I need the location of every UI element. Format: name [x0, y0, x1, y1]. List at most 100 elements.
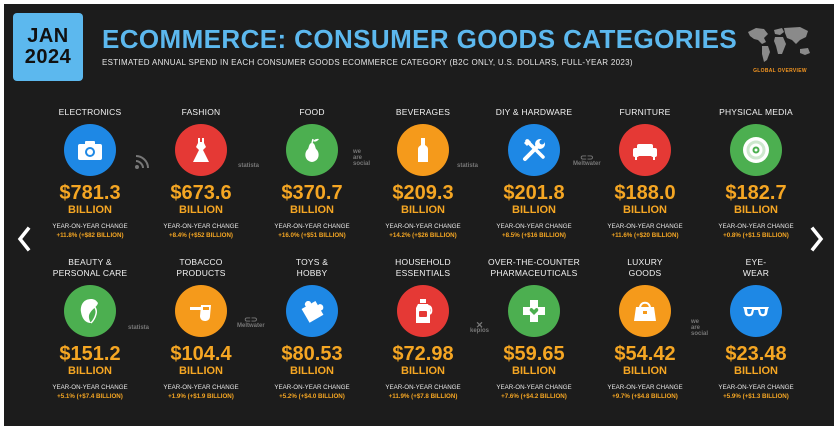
category-label: BEVERAGES: [395, 107, 451, 117]
category-unit: BILLION: [290, 204, 334, 216]
yoy-value: +1.9% (+$1.9 BILLION): [168, 393, 234, 400]
category-unit: BILLION: [68, 365, 112, 377]
category-label: FURNITURE: [619, 107, 671, 117]
wearesocial-watermark: we are social: [691, 319, 709, 337]
yoy-label: YEAR-ON-YEAR CHANGE: [607, 384, 683, 391]
chevron-right-icon[interactable]: [809, 226, 825, 252]
category-card-otc-pharma: OVER-THE-COUNTER PHARMACEUTICALS $59.65 B…: [478, 257, 590, 401]
category-card-fashion: FASHION $673.6 BILLION YEAR-ON-YEAR CHAN…: [145, 96, 257, 240]
category-unit: BILLION: [179, 365, 223, 377]
category-label: FOOD: [299, 107, 325, 117]
yoy-value: +8.5% (+$16 BILLION): [502, 232, 566, 239]
category-label: BEAUTY & PERSONAL CARE: [52, 257, 128, 278]
category-unit: BILLION: [623, 365, 667, 377]
category-card-beverages: BEVERAGES $209.3 BILLION YEAR-ON-YEAR CH…: [367, 96, 479, 240]
yoy-value: +16.0% (+$51 BILLION): [278, 232, 346, 239]
camera-icon: [64, 124, 116, 176]
pear-icon: [286, 124, 338, 176]
detergent-icon: [397, 285, 449, 337]
yoy-value: +11.8% (+$82 BILLION): [56, 232, 124, 239]
category-value: $209.3: [392, 182, 454, 204]
category-card-household: HOUSEHOLD ESSENTIALS $72.98 BILLION YEAR-…: [367, 257, 479, 401]
category-card-toys: TOYS & HOBBY $80.53 BILLION YEAR-ON-YEAR …: [256, 257, 368, 401]
category-card-diy-hardware: DIY & HARDWARE $201.8 BILLION YEAR-ON-YE…: [478, 96, 590, 240]
meltwater-watermark: ⊂⊃ Meltwater: [237, 315, 265, 330]
yoy-value: +0.8% (+$1.5 BILLION): [723, 232, 789, 239]
category-value: $104.4: [170, 343, 232, 365]
date-badge: JAN 2024: [13, 13, 83, 81]
category-unit: BILLION: [512, 204, 556, 216]
yoy-label: YEAR-ON-YEAR CHANGE: [718, 223, 794, 230]
chevron-left-icon[interactable]: [16, 226, 32, 252]
category-label: ELECTRONICS: [58, 107, 122, 117]
yoy-label: YEAR-ON-YEAR CHANGE: [385, 384, 461, 391]
category-value: $23.48: [725, 343, 787, 365]
yoy-label: YEAR-ON-YEAR CHANGE: [274, 223, 350, 230]
yoy-value: +7.6% (+$4.2 BILLION): [501, 393, 567, 400]
category-value: $781.3: [59, 182, 121, 204]
category-value: $673.6: [170, 182, 232, 204]
bottle-icon: [397, 124, 449, 176]
medical-cross-icon: [508, 285, 560, 337]
page-subtitle: ESTIMATED ANNUAL SPEND IN EACH CONSUMER …: [102, 58, 633, 67]
category-card-eyewear: EYE- WEAR $23.48 BILLION YEAR-ON-YEAR CHA…: [700, 257, 812, 401]
category-unit: BILLION: [512, 365, 556, 377]
yoy-value: +5.9% (+$1.3 BILLION): [723, 393, 789, 400]
category-label: PHYSICAL MEDIA: [719, 107, 793, 117]
category-value: $59.65: [503, 343, 565, 365]
world-map-icon: [748, 27, 810, 62]
statista-watermark: statista: [238, 163, 260, 169]
yoy-label: YEAR-ON-YEAR CHANGE: [163, 384, 239, 391]
slide: JAN 2024 ECOMMERCE: CONSUMER GOODS CATEG…: [4, 4, 834, 426]
yoy-value: +11.9% (+$7.8 BILLION): [388, 393, 458, 400]
pipe-icon: [175, 285, 227, 337]
face-icon: [64, 285, 116, 337]
kepios-watermark: ✕ kepios: [470, 320, 490, 335]
tools-icon: [508, 124, 560, 176]
category-unit: BILLION: [734, 365, 778, 377]
yoy-label: YEAR-ON-YEAR CHANGE: [496, 384, 572, 391]
category-unit: BILLION: [68, 204, 112, 216]
category-label: HOUSEHOLD ESSENTIALS: [395, 257, 451, 278]
category-unit: BILLION: [179, 204, 223, 216]
sofa-icon: [619, 124, 671, 176]
statista-watermark: statista: [457, 163, 479, 169]
meltwater-watermark: ⊂⊃ Meltwater: [573, 153, 601, 168]
dress-icon: [175, 124, 227, 176]
category-value: $188.0: [614, 182, 676, 204]
handbag-icon: [619, 285, 671, 337]
category-unit: BILLION: [401, 365, 445, 377]
category-unit: BILLION: [734, 204, 778, 216]
yoy-value: +9.7% (+$4.8 BILLION): [612, 393, 678, 400]
statista-watermark: statista: [128, 325, 150, 331]
yoy-value: +11.6% (+$20 BILLION): [611, 232, 679, 239]
category-card-luxury: LUXURY GOODS $54.42 BILLION YEAR-ON-YEAR …: [589, 257, 701, 401]
category-label: LUXURY GOODS: [627, 257, 663, 278]
yoy-label: YEAR-ON-YEAR CHANGE: [52, 223, 128, 230]
category-value: $182.7: [725, 182, 787, 204]
category-value: $151.2: [59, 343, 121, 365]
category-label: TOYS & HOBBY: [295, 257, 329, 278]
date-year: 2024: [24, 46, 72, 68]
category-card-food: FOOD $370.7 BILLION YEAR-ON-YEAR CHANGE …: [256, 96, 368, 240]
map-label: GLOBAL OVERVIEW: [753, 68, 807, 74]
yoy-label: YEAR-ON-YEAR CHANGE: [52, 384, 128, 391]
category-card-beauty: BEAUTY & PERSONAL CARE $151.2 BILLION YEA…: [34, 257, 146, 401]
yoy-value: +5.1% (+$7.4 BILLION): [57, 393, 123, 400]
yoy-label: YEAR-ON-YEAR CHANGE: [718, 384, 794, 391]
category-label: FASHION: [181, 107, 221, 117]
yoy-label: YEAR-ON-YEAR CHANGE: [274, 384, 350, 391]
category-label: DIY & HARDWARE: [495, 107, 573, 117]
yoy-label: YEAR-ON-YEAR CHANGE: [607, 223, 683, 230]
category-value: $54.42: [614, 343, 676, 365]
yoy-value: +14.2% (+$26 BILLION): [389, 232, 457, 239]
yoy-label: YEAR-ON-YEAR CHANGE: [496, 223, 572, 230]
category-label: TOBACCO PRODUCTS: [176, 257, 226, 278]
yoy-value: +8.4% (+$52 BILLION): [169, 232, 233, 239]
broadcast-logo-icon: [135, 155, 149, 169]
category-card-physical-media: PHYSICAL MEDIA $182.7 BILLION YEAR-ON-YE…: [700, 96, 812, 240]
yoy-label: YEAR-ON-YEAR CHANGE: [385, 223, 461, 230]
yoy-value: +5.2% (+$4.0 BILLION): [279, 393, 345, 400]
disc-icon: [730, 124, 782, 176]
